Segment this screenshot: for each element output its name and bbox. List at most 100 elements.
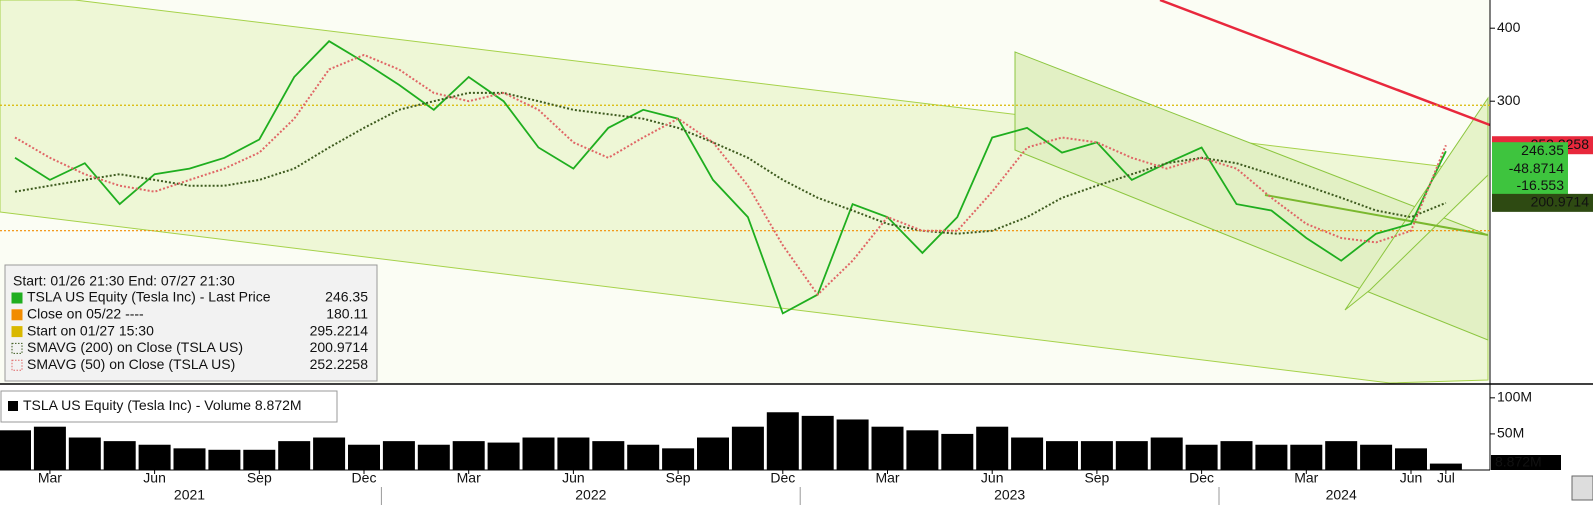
bar bbox=[836, 419, 869, 470]
bar bbox=[1360, 444, 1393, 470]
legend-label: SMAVG (50) on Close (TSLA US) bbox=[27, 356, 235, 372]
bar bbox=[871, 426, 904, 470]
volume-legend: TSLA US Equity (Tesla Inc) - Volume 8.87… bbox=[0, 390, 338, 423]
legend-label: SMAVG (200) on Close (TSLA US) bbox=[27, 339, 243, 355]
legend-swatch bbox=[11, 326, 23, 338]
legend-value: 246.35 bbox=[325, 289, 368, 305]
legend-swatch bbox=[11, 359, 23, 371]
bar bbox=[1429, 463, 1462, 470]
year-label: 2021 bbox=[174, 487, 205, 503]
bar bbox=[278, 441, 311, 470]
trend-channel bbox=[1344, 96, 1489, 311]
volume-label-box bbox=[1491, 455, 1561, 470]
bar bbox=[1395, 448, 1427, 470]
bar bbox=[731, 426, 764, 470]
x-tick-label: Mar bbox=[38, 470, 62, 486]
bar bbox=[173, 448, 206, 470]
x-tick-label: Sep bbox=[1084, 470, 1109, 486]
bar bbox=[557, 437, 590, 470]
x-tick-label: Jun bbox=[1400, 470, 1423, 486]
bar bbox=[1325, 441, 1358, 470]
volume-title: TSLA US Equity (Tesla Inc) - Volume 8.87… bbox=[23, 397, 302, 413]
moving-average bbox=[14, 53, 1447, 297]
legend-label: Start on 01/27 15:30 bbox=[27, 322, 154, 338]
bar bbox=[452, 441, 485, 470]
y-tick-label: 50M bbox=[1497, 425, 1524, 441]
x-tick-label: Jun bbox=[562, 470, 585, 486]
bar bbox=[1115, 441, 1148, 470]
bar bbox=[906, 430, 939, 470]
legend-swatch bbox=[11, 342, 23, 354]
bar bbox=[1220, 441, 1253, 470]
annotation: -48.8714 bbox=[1509, 160, 1564, 176]
bar bbox=[348, 444, 380, 470]
legend-header: Start: 01/26 21:30 End: 07/27 21:30 bbox=[13, 273, 235, 289]
bar bbox=[33, 426, 66, 470]
legend-label: Close on 05/22 ---- bbox=[27, 306, 144, 322]
legend-swatch bbox=[8, 401, 18, 411]
trend-line bbox=[1264, 194, 1489, 236]
bar bbox=[662, 448, 695, 470]
bar bbox=[522, 437, 555, 470]
price-label-box bbox=[1492, 193, 1593, 212]
bar bbox=[138, 444, 171, 470]
value-label: 8.872M bbox=[255, 397, 302, 413]
legend-value: 252.2258 bbox=[310, 356, 369, 372]
trend-line bbox=[1159, 0, 1491, 127]
legend-value: 180.11 bbox=[326, 306, 368, 322]
bar bbox=[243, 449, 276, 470]
bar bbox=[766, 412, 799, 470]
legend-box bbox=[0, 390, 338, 423]
bar bbox=[976, 426, 1009, 470]
trend-channel bbox=[1014, 51, 1489, 341]
bar bbox=[1290, 444, 1323, 470]
bar bbox=[1046, 441, 1078, 470]
x-tick-label: Sep bbox=[666, 470, 691, 486]
y-tick-label: 400 bbox=[1497, 19, 1521, 35]
price-line bbox=[14, 40, 1447, 315]
annotation: -16.553 bbox=[1517, 177, 1565, 193]
legend: Start: 01/26 21:30 End: 07/27 21:30 TSLA… bbox=[4, 264, 378, 382]
bar bbox=[1255, 444, 1288, 470]
title: TSLA US Equity (Tesla Inc) - Volume bbox=[23, 397, 251, 413]
price-label-box bbox=[1492, 142, 1568, 196]
bar bbox=[801, 415, 834, 470]
bar bbox=[1150, 437, 1183, 470]
x-tick-label: Mar bbox=[457, 470, 481, 486]
x-tick-label: Mar bbox=[1294, 470, 1318, 486]
legend-value: 295.2214 bbox=[310, 322, 369, 338]
x-tick-label: Jun bbox=[981, 470, 1004, 486]
x-tick-label: Dec bbox=[770, 470, 795, 486]
price-label: 246.35 bbox=[1521, 142, 1564, 158]
x-tick-label: Mar bbox=[875, 470, 899, 486]
x-tick-label: Jun bbox=[143, 470, 166, 486]
bar bbox=[697, 437, 729, 470]
menu-button[interactable] bbox=[1571, 475, 1593, 501]
x-tick-label: Dec bbox=[352, 470, 377, 486]
legend-box bbox=[4, 264, 378, 382]
bar bbox=[103, 441, 136, 470]
bar bbox=[417, 444, 450, 470]
bar bbox=[313, 437, 346, 470]
bar bbox=[941, 433, 974, 470]
moving-average bbox=[14, 91, 1447, 235]
legend-swatch bbox=[11, 292, 23, 304]
legend-swatch bbox=[11, 309, 23, 321]
plot-area bbox=[0, 40, 1490, 470]
bar bbox=[0, 430, 31, 470]
x-tick-label: Jul bbox=[1437, 470, 1455, 486]
bar bbox=[68, 437, 101, 470]
bar bbox=[592, 441, 625, 470]
year-label: 2022 bbox=[575, 487, 606, 503]
y-tick-label: 100M bbox=[1497, 389, 1532, 405]
volume-label: 8.872M bbox=[1495, 454, 1542, 470]
bar bbox=[1011, 437, 1044, 470]
bar bbox=[487, 442, 520, 470]
x-tick-label: Dec bbox=[1189, 470, 1214, 486]
legend-value: 200.9714 bbox=[310, 339, 369, 355]
year-label: 2023 bbox=[994, 487, 1025, 503]
price-label: 200.9714 bbox=[1531, 194, 1590, 210]
trend-channel bbox=[0, 0, 1489, 384]
x-tick-label: Sep bbox=[247, 470, 272, 486]
